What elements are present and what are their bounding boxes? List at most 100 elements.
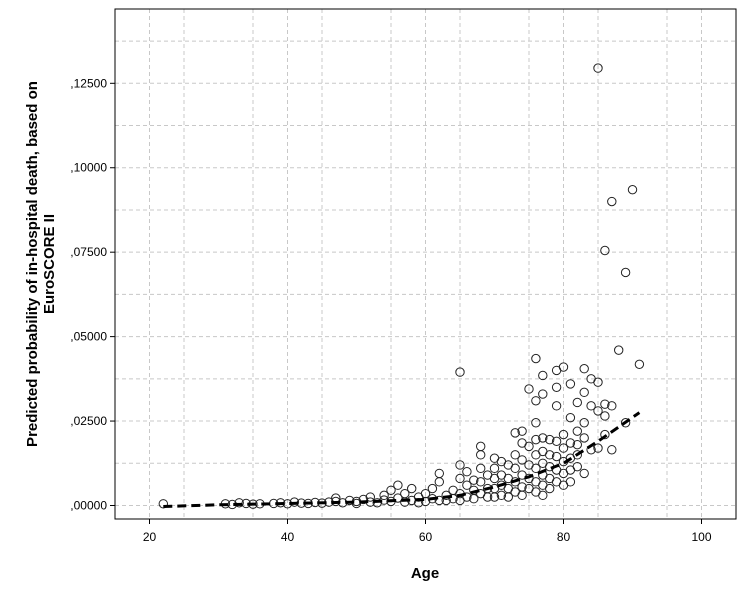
scatter-point: [510, 477, 520, 487]
scatter-point: [572, 461, 582, 472]
scatter-point: [489, 492, 500, 502]
scatter-point: [434, 495, 444, 506]
y-axis-title-line-1: Predicted probability of in-hospital dea…: [24, 81, 41, 447]
scatter-point: [607, 196, 617, 207]
scatter-point: [365, 492, 375, 502]
scatter-point: [565, 412, 576, 423]
scatter-point: [476, 441, 486, 452]
scatter-point: [551, 436, 562, 447]
scatter-point: [600, 245, 610, 256]
scatter-point: [586, 401, 596, 411]
scatter-point: [551, 401, 562, 411]
scatter-point: [455, 460, 465, 470]
scatter-point: [503, 492, 513, 502]
scatter-point: [393, 480, 403, 490]
scatter-point: [600, 429, 610, 440]
y-axis: ,00000 ,02500 ,05000 ,07500 ,10000 ,12500: [70, 76, 115, 512]
scatter-point: [489, 463, 500, 474]
scatter-point: [455, 473, 465, 484]
y-tick-label: ,07500: [70, 245, 107, 259]
y-tick-label: ,10000: [70, 161, 107, 175]
scatter-point: [462, 492, 472, 502]
scatter-point: [455, 367, 465, 377]
scatter-point: [565, 438, 576, 448]
data-points: [158, 63, 645, 510]
scatter-point: [565, 477, 576, 487]
scatter-point: [572, 439, 582, 450]
scatter-point: [531, 418, 541, 428]
scatter-point: [572, 397, 582, 408]
scatter-point: [434, 477, 444, 487]
y-axis-title: Predicted probability of in-hospital dea…: [24, 81, 58, 447]
scatter-point: [393, 493, 403, 503]
x-tick-label: 40: [281, 530, 295, 544]
scatter-point: [551, 382, 562, 392]
scatter-point: [627, 184, 638, 195]
grid-lines: [115, 9, 736, 519]
scatter-point: [579, 364, 589, 374]
fit-line: [163, 411, 641, 508]
scatter-point: [510, 428, 520, 438]
scatter-point: [420, 488, 431, 499]
scatter-point: [545, 434, 555, 445]
scatter-point: [551, 451, 562, 462]
x-tick-label: 60: [419, 530, 433, 544]
scatter-point: [600, 399, 610, 409]
scatter-point: [531, 353, 541, 364]
scatter-point: [538, 370, 548, 381]
scatter-point: [538, 389, 548, 399]
scatter-point: [524, 441, 534, 452]
scatter-point: [593, 443, 603, 453]
y-tick-label: ,05000: [70, 330, 107, 344]
scatter-point: [427, 483, 438, 494]
scatter-point: [593, 406, 603, 416]
scatter-point: [379, 490, 389, 501]
scatter-point: [558, 429, 569, 440]
scatter-point: [558, 362, 569, 372]
scatter-point: [572, 450, 582, 460]
scatter-point: [607, 401, 617, 411]
scatter-point: [634, 359, 645, 370]
scatter-point: [476, 450, 486, 460]
scatter-point: [538, 433, 548, 443]
scatter-point: [400, 488, 410, 499]
scatter-point: [517, 455, 527, 465]
scatter-point: [531, 463, 541, 474]
scatter-point: [579, 387, 589, 398]
scatter-point: [545, 483, 555, 494]
scatter-point: [448, 494, 458, 504]
scatter-point: [572, 426, 582, 436]
x-tick-label: 20: [143, 530, 157, 544]
scatter-point: [579, 433, 589, 443]
scatter-point: [517, 490, 527, 501]
scatter-point: [420, 496, 431, 507]
scatter-point: [600, 411, 610, 421]
scatter-point: [538, 490, 548, 501]
y-tick-label: ,00000: [70, 498, 107, 512]
scatter-point: [496, 490, 507, 501]
y-tick-label: ,12500: [70, 76, 107, 90]
scatter-point: [558, 443, 569, 453]
scatter-point: [358, 494, 369, 505]
scatter-point: [234, 498, 244, 508]
x-tick-label: 100: [691, 530, 711, 544]
scatter-point: [614, 345, 624, 355]
scatter-point: [579, 418, 589, 428]
scatter-point: [407, 483, 417, 494]
scatter-point: [593, 63, 603, 73]
scatter-point: [434, 468, 444, 479]
scatter-point: [469, 475, 479, 485]
scatter-point: [593, 377, 603, 387]
scatter-point: [158, 499, 169, 509]
scatter-point: [620, 418, 631, 428]
x-axis-title: Age: [411, 565, 439, 582]
scatter-point: [482, 492, 493, 502]
scatter-point: [510, 463, 520, 474]
scatter-point: [579, 468, 589, 479]
scatter-point: [565, 379, 576, 389]
scatter-point: [372, 498, 382, 508]
scatter-point: [386, 485, 396, 495]
y-tick-label: ,02500: [70, 414, 107, 428]
y-axis-title-line-2: EuroSCORE II: [41, 214, 58, 314]
